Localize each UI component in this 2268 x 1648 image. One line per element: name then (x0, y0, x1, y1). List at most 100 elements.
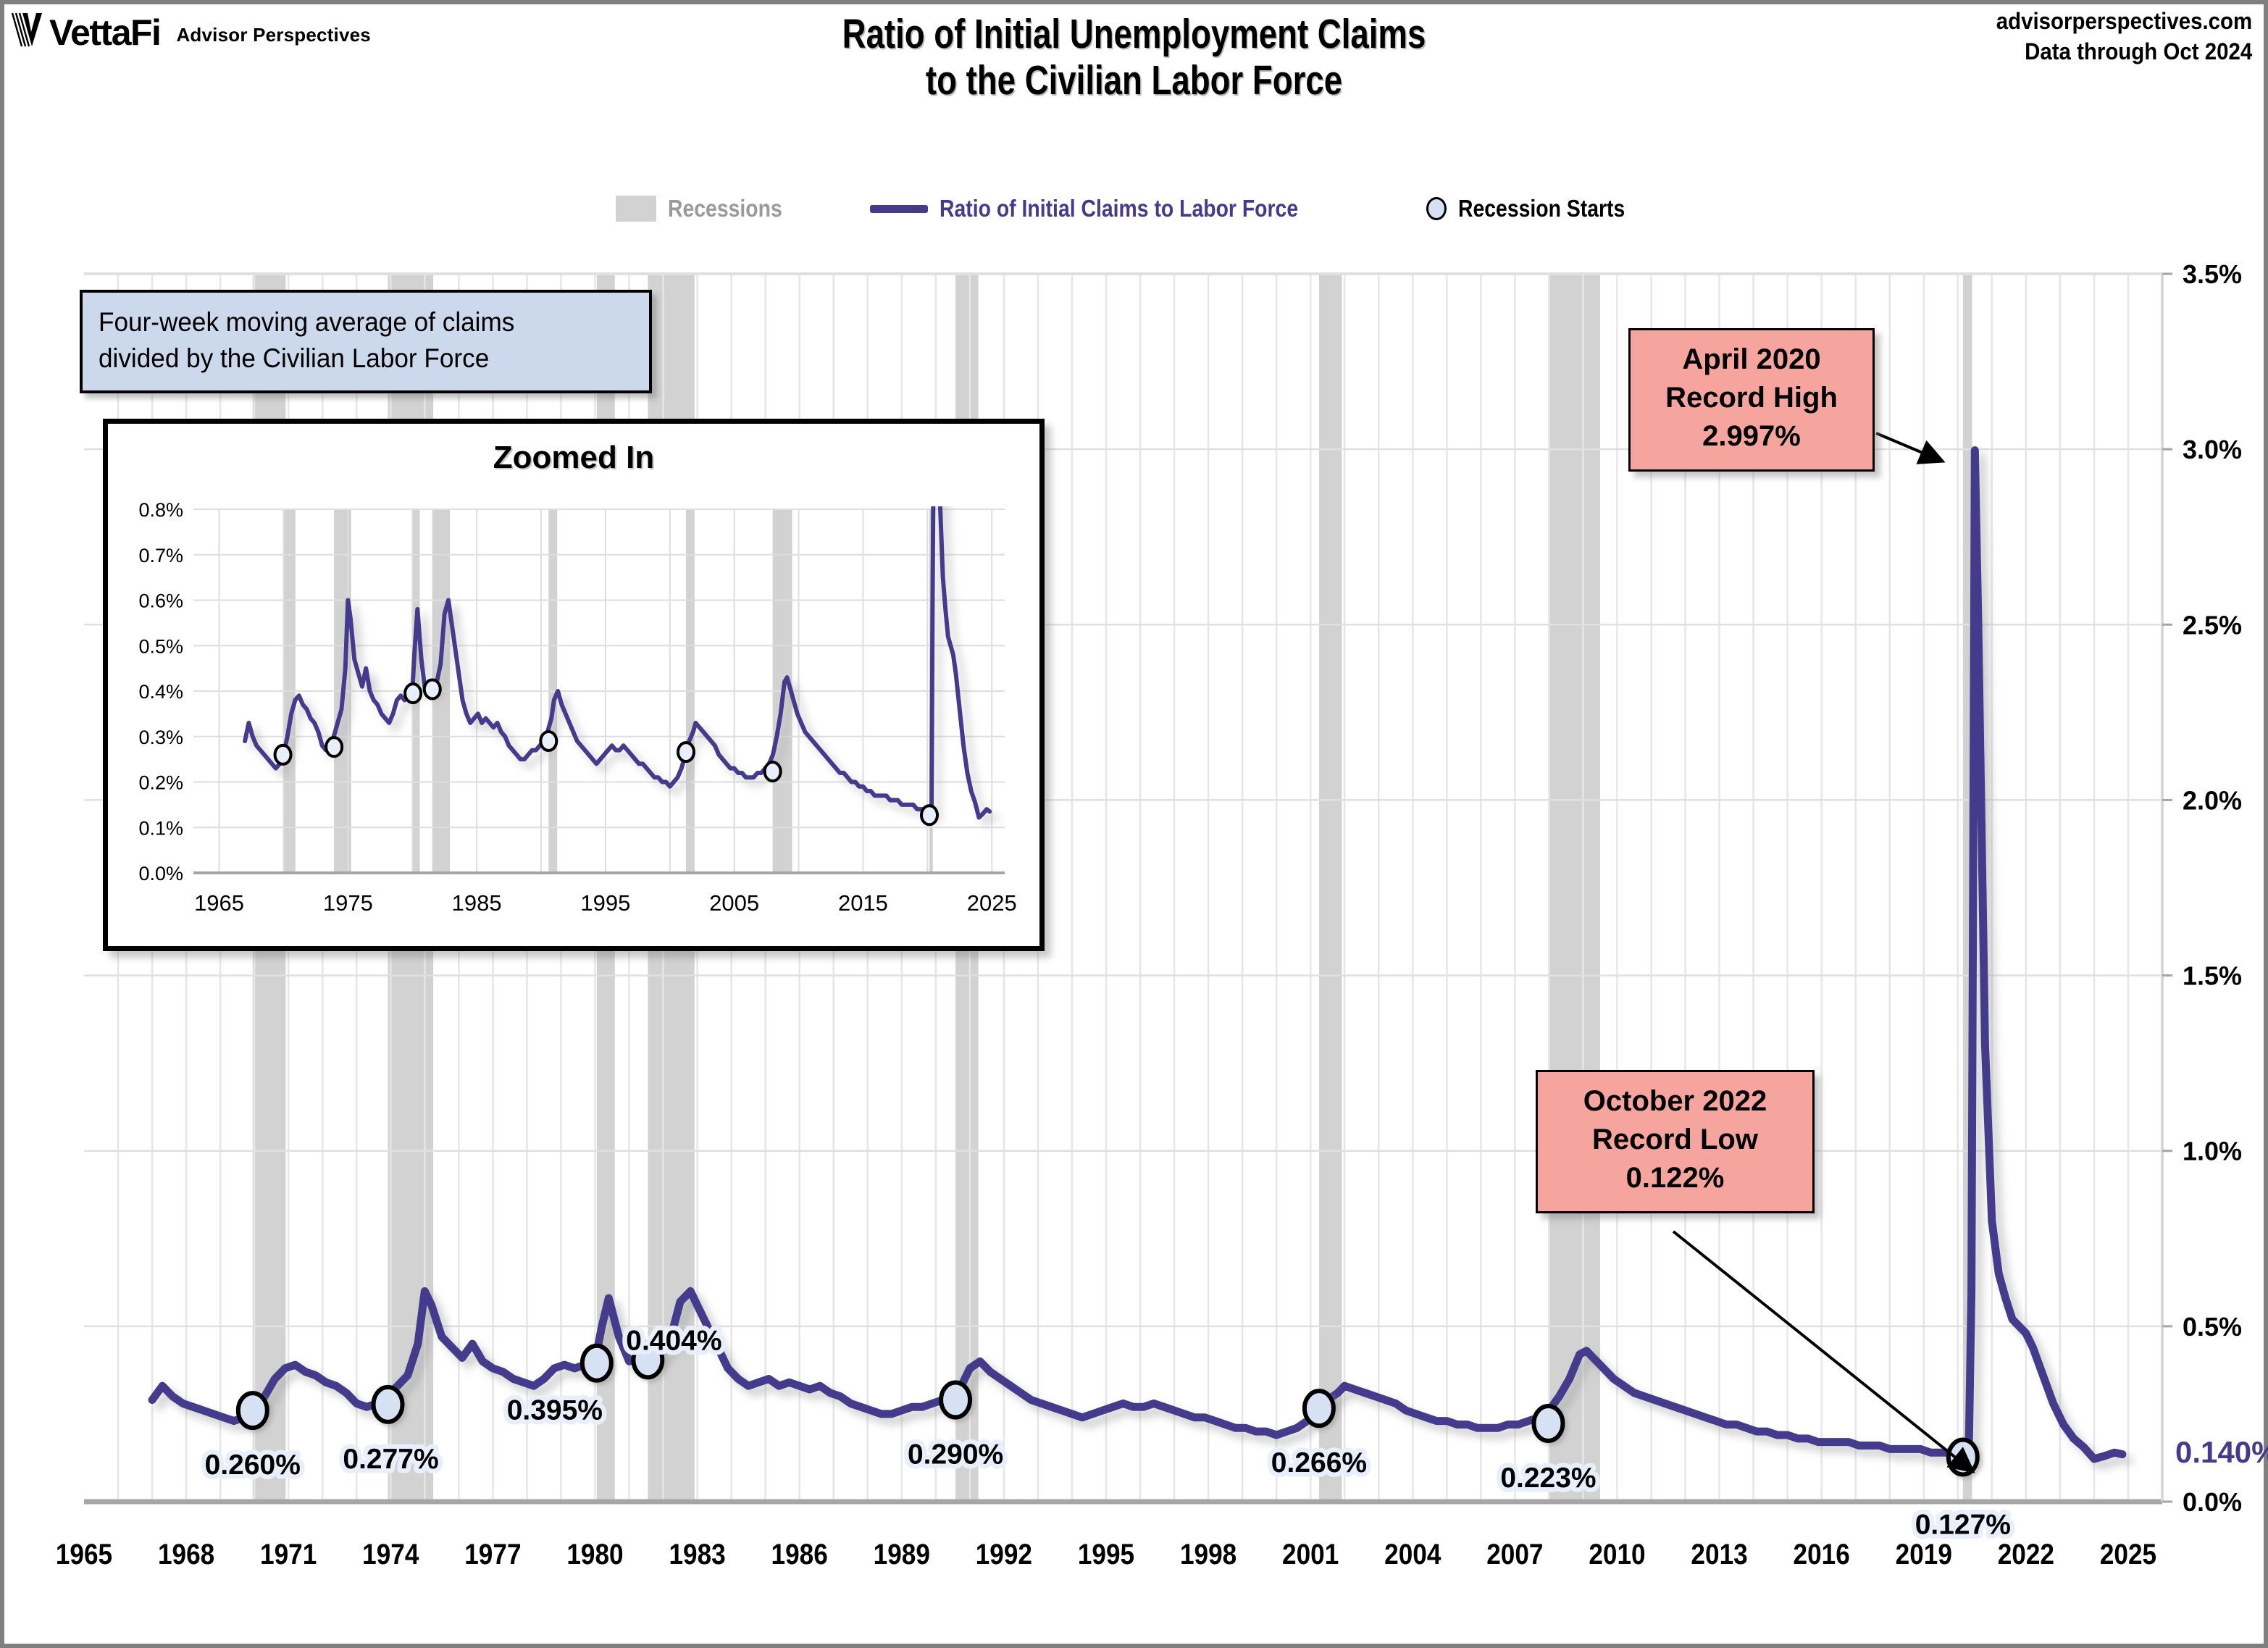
data-through-date: Data through Oct 2024 (2024, 38, 2252, 65)
x-tick-label: 1971 (260, 1538, 317, 1570)
x-tick-label: 1998 (1180, 1538, 1236, 1570)
recession-start-value-label: 0.395% (507, 1395, 603, 1426)
source-website: advisorperspectives.com (1996, 8, 2252, 34)
recession-band (1548, 274, 1600, 1502)
final-value-label: 0.140% (2175, 1435, 2268, 1469)
x-tick-label: 2025 (2100, 1538, 2156, 1570)
inset-x-tick-label: 2005 (709, 890, 759, 916)
recession-start-marker[interactable] (939, 1380, 973, 1420)
recession-start-marker[interactable] (235, 1391, 269, 1431)
advisor-perspectives-tagline: Advisor Perspectives (176, 24, 371, 46)
callout-low-line-1: October 2022 (1583, 1085, 1767, 1117)
inset-recession-start-marker[interactable] (325, 736, 344, 758)
callout-high-line-2: Record High (1665, 382, 1838, 414)
inset-recession-start-marker[interactable] (677, 741, 695, 764)
recession-start-value-label: 0.223% (1500, 1463, 1596, 1494)
x-tick-label: 1980 (566, 1538, 623, 1570)
callout-low-value: 0.122% (1625, 1162, 1725, 1195)
note-line-2: divided by the Civilian Labor Force (99, 343, 490, 373)
x-tick-label: 1968 (158, 1538, 214, 1570)
inset-x-axis-labels: 1965 1975 1985 1995 2005 2015 2025 (194, 890, 1017, 916)
circle-marker-icon (1426, 197, 1447, 220)
y-tick-label: 1.0% (2183, 1137, 2242, 1166)
inset-y-tick-label: 0.4% (138, 681, 183, 703)
y-tick-label: 2.0% (2183, 785, 2242, 815)
inset-x-tick-label: 1985 (452, 890, 502, 916)
source-block: advisorperspectives.com Data through Oct… (1996, 6, 2252, 67)
recession-start-value-label: 0.127% (1915, 1509, 2011, 1540)
recession-start-marker[interactable] (1302, 1389, 1336, 1429)
inset-recession-start-marker[interactable] (920, 804, 939, 827)
legend-item-recessions[interactable]: Recessions (616, 195, 800, 222)
arrow-record-low (1672, 1230, 1975, 1473)
inset-recession-start-markers (273, 678, 939, 827)
x-tick-label: 2013 (1691, 1538, 1747, 1570)
recession-band (1318, 274, 1342, 1502)
inset-y-tick-label: 0.8% (138, 499, 183, 521)
inset-title: Zoomed In (493, 440, 655, 475)
y-tick-label: 1.5% (2183, 961, 2242, 991)
recession-start-value-label: 0.266% (1271, 1447, 1367, 1478)
recession-start-value-label: 0.290% (908, 1439, 1003, 1471)
methodology-note: Four-week moving average of claims divid… (80, 290, 652, 394)
inset-recession-start-marker[interactable] (422, 678, 442, 700)
x-tick-label: 1992 (976, 1538, 1032, 1570)
legend-item-recession-starts[interactable]: Recession Starts (1426, 195, 1652, 222)
x-tick-label: 2016 (1794, 1538, 1850, 1570)
callout-record-high: April 2020 Record High 2.997% (1628, 328, 1875, 472)
x-tick-label: 1995 (1078, 1538, 1134, 1570)
y-tick-label: 0.0% (2183, 1487, 2242, 1517)
inset-y-tick-label: 0.3% (138, 727, 183, 748)
legend-item-ratio[interactable]: Ratio of Initial Claims to Labor Force (870, 195, 1357, 222)
zoomed-in-inset-chart: Zoomed In 0.0% 0.1% 0.2% 0.3% 0.4% 0.5% 0.6% 0.… (103, 419, 1045, 951)
inset-x-tick-label: 1965 (194, 890, 244, 916)
inset-x-tick-label: 2025 (967, 890, 1017, 916)
y-axis-labels: 0.0% 0.5% 1.0% 1.5% 2.0% 2.5% 3.0% 3.5% (2162, 259, 2242, 1517)
inset-y-tick-label: 0.6% (138, 590, 183, 612)
recession-start-marker[interactable] (631, 1340, 665, 1380)
inset-recession-start-marker[interactable] (273, 743, 293, 766)
y-tick-label: 0.5% (2183, 1312, 2242, 1342)
arrow-record-high (1875, 432, 1946, 464)
gray-square-swatch-icon (616, 196, 657, 222)
x-tick-label: 2010 (1589, 1538, 1645, 1570)
inset-ratio-line (243, 506, 992, 820)
x-tick-label: 2007 (1486, 1538, 1543, 1570)
inset-recession-start-marker[interactable] (763, 761, 782, 783)
note-line-1: Four-week moving average of claims (99, 307, 515, 337)
x-tick-label: 1986 (771, 1538, 828, 1570)
recession-start-marker[interactable] (579, 1343, 614, 1383)
x-tick-label: 1974 (362, 1538, 419, 1570)
x-tick-label: 2001 (1282, 1538, 1339, 1570)
inset-y-tick-label: 0.0% (138, 863, 183, 884)
x-tick-label: 2019 (1896, 1538, 1952, 1570)
x-tick-label: 2022 (1998, 1538, 2054, 1570)
vettafi-wordmark: VettaFi (49, 12, 162, 53)
callout-low-line-2: Record Low (1592, 1124, 1758, 1156)
inset-recession-start-marker[interactable] (403, 682, 423, 705)
vettafi-logo: VettaFi (10, 7, 162, 53)
inset-x-tick-label: 1975 (323, 890, 373, 916)
brand-block: VettaFi Advisor Perspectives (10, 7, 371, 51)
x-tick-label: 1965 (56, 1538, 112, 1570)
inset-horizontal-gridlines (193, 509, 1005, 874)
ratio-line (148, 446, 2127, 1463)
recession-start-marker[interactable] (1531, 1404, 1565, 1444)
recession-start-value-label: 0.260% (205, 1450, 301, 1481)
chart-legend: Recessions Ratio of Initial Claims to La… (0, 187, 2268, 230)
recession-start-value-label: 0.277% (343, 1444, 438, 1475)
recession-start-marker[interactable] (371, 1384, 405, 1424)
x-tick-label: 1983 (669, 1538, 725, 1570)
callout-high-value: 2.997% (1702, 420, 1801, 453)
x-tick-label: 1977 (464, 1538, 521, 1570)
legend-label-ratio: Ratio of Initial Claims to Labor Force (940, 195, 1299, 222)
callout-high-line-1: April 2020 (1682, 343, 1821, 375)
recession-start-markers: 0.260% 0.277% 0.395% 0.404% 0.290% 0.266% 0.22… (200, 1321, 2015, 1545)
callout-arrows (1672, 432, 1975, 1473)
legend-label-recessions: Recessions (668, 195, 782, 222)
inset-recession-start-marker[interactable] (539, 730, 558, 753)
y-tick-label: 3.0% (2183, 435, 2242, 464)
title-line-1: Ratio of Initial Unemployment Claims (842, 11, 1426, 57)
inset-y-tick-label: 0.1% (138, 817, 183, 839)
